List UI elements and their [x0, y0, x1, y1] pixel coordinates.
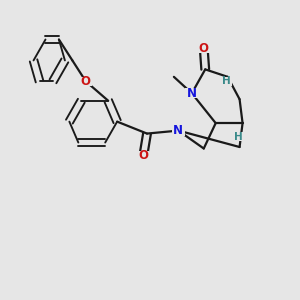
- Text: O: O: [81, 75, 91, 88]
- Bar: [137, 151, 149, 160]
- Bar: [232, 132, 244, 141]
- Bar: [80, 77, 92, 86]
- Bar: [198, 44, 210, 53]
- Text: H: H: [234, 132, 242, 142]
- Text: O: O: [199, 42, 209, 55]
- Bar: [172, 125, 185, 136]
- Bar: [185, 88, 199, 98]
- Text: N: N: [187, 87, 197, 100]
- Text: N: N: [173, 124, 183, 137]
- Text: O: O: [138, 148, 148, 162]
- Text: H: H: [222, 76, 230, 86]
- Bar: [220, 77, 232, 86]
